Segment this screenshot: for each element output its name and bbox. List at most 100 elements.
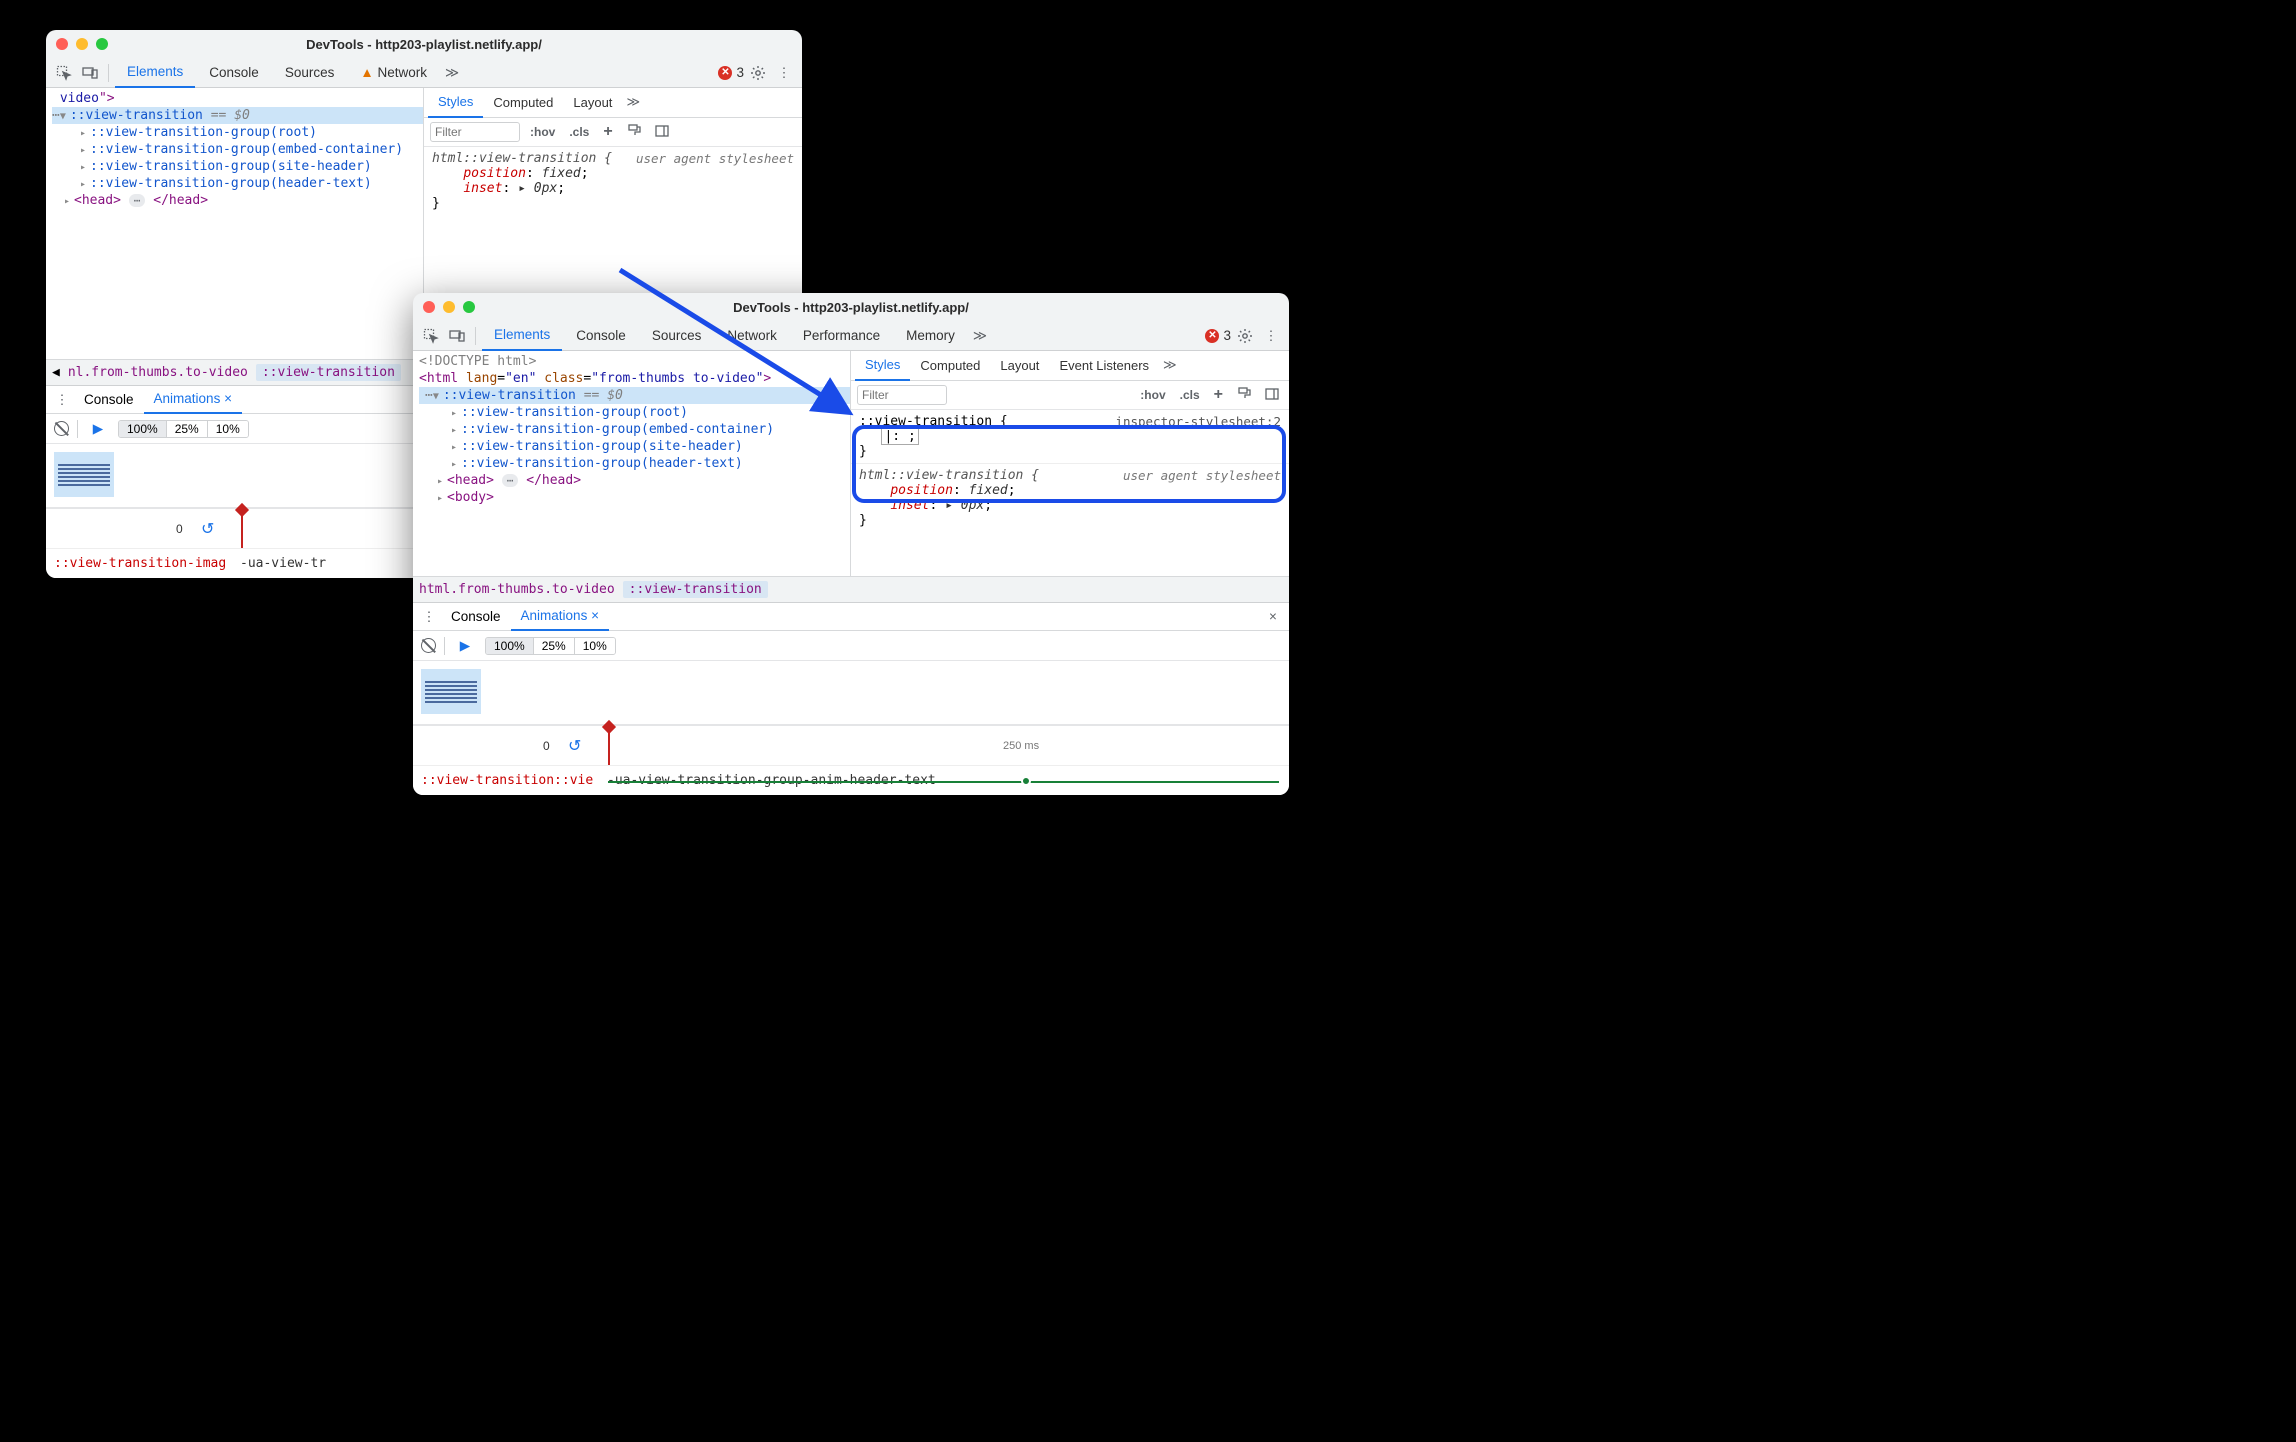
breadcrumb[interactable]: html.from-thumbs.to-video ::view-transit… — [413, 576, 1289, 602]
close-dot[interactable] — [423, 301, 435, 313]
settings-icon[interactable] — [1233, 324, 1257, 348]
replay-icon[interactable]: ↺ — [201, 519, 214, 539]
subtab-styles[interactable]: Styles — [855, 351, 910, 381]
animation-row[interactable]: ::view-transition::vie -ua-view-transiti… — [413, 765, 1289, 795]
kebab-icon[interactable]: ⋮ — [1259, 324, 1283, 348]
tab-memory[interactable]: Memory — [894, 321, 967, 351]
cls-button[interactable]: .cls — [1176, 388, 1204, 402]
close-dot[interactable] — [56, 38, 68, 50]
hov-button[interactable]: :hov — [526, 125, 559, 139]
dom-tree[interactable]: <!DOCTYPE html> <html lang="en" class="f… — [413, 351, 851, 576]
clear-icon[interactable] — [421, 638, 436, 653]
dom-tree[interactable]: video"> ⋯▼::view-transition == $0 ▸::vie… — [46, 88, 424, 359]
timeline-scrubber[interactable]: 0 ↺ 250 ms — [413, 725, 1289, 765]
error-count[interactable]: ✕3 — [718, 65, 744, 80]
error-count[interactable]: ✕3 — [1205, 328, 1231, 343]
cls-button[interactable]: .cls — [565, 125, 593, 139]
breadcrumb-scroll-left[interactable]: ◀ — [52, 365, 60, 380]
minimize-dot[interactable] — [443, 301, 455, 313]
more-subtabs[interactable]: ≫ — [622, 95, 644, 110]
device-icon[interactable] — [445, 324, 469, 348]
more-tabs[interactable]: ≫ — [969, 328, 991, 344]
drawer-kebab[interactable]: ⋮ — [50, 388, 74, 412]
titlebar[interactable]: DevTools - http203-playlist.netlify.app/ — [46, 30, 802, 58]
breadcrumb-item[interactable]: html.from-thumbs.to-video — [419, 582, 615, 597]
speed-100[interactable]: 100% — [486, 638, 534, 654]
clear-icon[interactable] — [54, 421, 69, 436]
play-icon[interactable]: ▶ — [86, 417, 110, 441]
close-drawer-icon[interactable]: × — [1261, 605, 1285, 629]
dom-line[interactable]: ▸::view-transition-group(embed-container… — [52, 141, 423, 158]
dom-line-head[interactable]: ▸<head> ⋯ </head> — [52, 192, 423, 209]
drawer-kebab[interactable]: ⋮ — [417, 605, 441, 629]
dom-line[interactable]: ▸::view-transition-group(root) — [52, 124, 423, 141]
dom-line-selected[interactable]: ⋯▼::view-transition == $0 — [52, 107, 423, 124]
anim-keyframe-end[interactable] — [1021, 776, 1031, 786]
settings-icon[interactable] — [746, 61, 770, 85]
speed-100[interactable]: 100% — [119, 421, 167, 437]
tab-sources[interactable]: Sources — [273, 58, 347, 88]
minimize-dot[interactable] — [76, 38, 88, 50]
kebab-icon[interactable]: ⋮ — [772, 61, 796, 85]
drawer-tab-console[interactable]: Console — [74, 386, 144, 414]
tab-console[interactable]: Console — [564, 321, 638, 351]
titlebar[interactable]: DevTools - http203-playlist.netlify.app/ — [413, 293, 1289, 321]
dom-line[interactable]: ▸::view-transition-group(embed-container… — [419, 421, 850, 438]
animation-thumbnail[interactable] — [421, 669, 481, 714]
play-icon[interactable]: ▶ — [453, 634, 477, 658]
more-tabs[interactable]: ≫ — [441, 65, 463, 81]
dom-line[interactable]: ▸::view-transition-group(site-header) — [52, 158, 423, 175]
replay-icon[interactable]: ↺ — [568, 736, 581, 756]
breadcrumb-item-current[interactable]: ::view-transition — [256, 364, 401, 381]
dom-doctype[interactable]: <!DOCTYPE html> — [419, 353, 850, 370]
rule-source[interactable]: user agent stylesheet — [636, 151, 794, 166]
subtab-computed[interactable]: Computed — [910, 351, 990, 381]
breadcrumb-item-current[interactable]: ::view-transition — [623, 581, 768, 598]
playhead[interactable] — [241, 509, 243, 548]
subtab-layout[interactable]: Layout — [990, 351, 1049, 381]
subtab-layout[interactable]: Layout — [563, 88, 622, 118]
drawer-tab-animations[interactable]: Animations × — [511, 603, 609, 631]
tab-elements[interactable]: Elements — [115, 58, 195, 88]
tab-console[interactable]: Console — [197, 58, 271, 88]
drawer-tab-console[interactable]: Console — [441, 603, 511, 631]
dom-line-selected[interactable]: ⋯▼::view-transition == $0 — [419, 387, 850, 404]
dom-line[interactable]: video"> — [52, 90, 423, 107]
panel-icon[interactable] — [651, 124, 673, 141]
tab-network[interactable]: Network — [715, 321, 789, 351]
paint-icon[interactable] — [1233, 387, 1255, 404]
speed-10[interactable]: 10% — [208, 421, 248, 437]
drawer-tab-animations[interactable]: Animations × — [144, 386, 242, 414]
playhead[interactable] — [608, 726, 610, 765]
new-rule-icon[interactable]: + — [1210, 386, 1227, 404]
dom-line[interactable]: ▸::view-transition-group(root) — [419, 404, 850, 421]
more-subtabs[interactable]: ≫ — [1159, 358, 1181, 373]
close-icon[interactable]: × — [224, 391, 232, 406]
tab-performance[interactable]: Performance — [791, 321, 892, 351]
breadcrumb-item[interactable]: nl.from-thumbs.to-video — [68, 365, 248, 380]
dom-head[interactable]: ▸<head> ⋯ </head> — [419, 472, 850, 489]
speed-25[interactable]: 25% — [534, 638, 575, 654]
dom-line[interactable]: ▸::view-transition-group(header-text) — [52, 175, 423, 192]
subtab-listeners[interactable]: Event Listeners — [1049, 351, 1159, 381]
speed-25[interactable]: 25% — [167, 421, 208, 437]
tab-elements[interactable]: Elements — [482, 321, 562, 351]
animation-thumbnail[interactable] — [54, 452, 114, 497]
styles-filter-input[interactable] — [430, 122, 520, 142]
tab-network[interactable]: ▲ Network — [348, 58, 439, 88]
styles-filter-input[interactable] — [857, 385, 947, 405]
paint-icon[interactable] — [623, 124, 645, 141]
inspect-icon[interactable] — [419, 324, 443, 348]
new-rule-icon[interactable]: + — [599, 123, 616, 141]
hov-button[interactable]: :hov — [1136, 388, 1169, 402]
subtab-computed[interactable]: Computed — [483, 88, 563, 118]
css-rule[interactable]: user agent stylesheet html::view-transit… — [424, 147, 802, 215]
dom-line[interactable]: ▸::view-transition-group(header-text) — [419, 455, 850, 472]
speed-10[interactable]: 10% — [575, 638, 615, 654]
dom-body[interactable]: ▸<body> — [419, 489, 850, 506]
dom-line[interactable]: ▸::view-transition-group(site-header) — [419, 438, 850, 455]
close-icon[interactable]: × — [591, 608, 599, 623]
dom-html[interactable]: <html lang="en" class="from-thumbs to-vi… — [419, 370, 850, 387]
tab-sources[interactable]: Sources — [640, 321, 714, 351]
panel-icon[interactable] — [1261, 387, 1283, 404]
